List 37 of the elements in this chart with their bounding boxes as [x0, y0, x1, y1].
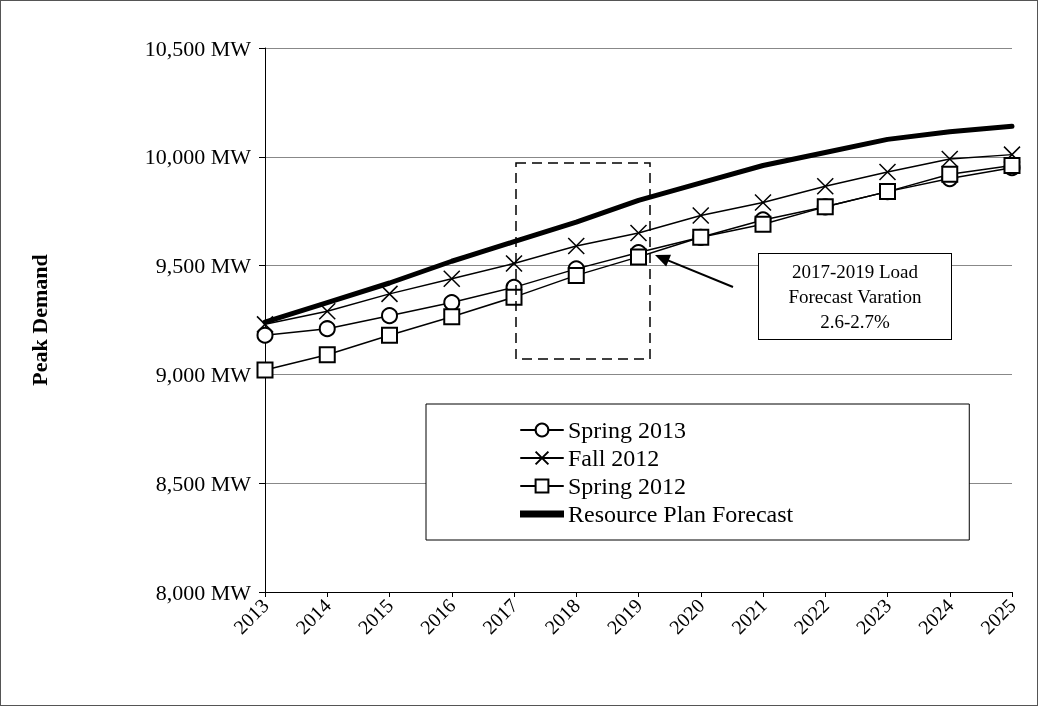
y-tick-label: 8,500 MW [155, 470, 252, 496]
point [443, 308, 461, 326]
point [567, 237, 585, 255]
note-box: 2017-2019 Load Forecast Varation 2.6-2.7% [758, 253, 952, 340]
point [256, 361, 274, 379]
point [256, 326, 274, 344]
y-tick-label: 8,000 MW [155, 579, 252, 605]
point [879, 183, 896, 201]
legend-label: Spring 2012 [568, 473, 687, 499]
point [941, 165, 959, 183]
point [318, 302, 336, 321]
legend-label: Spring 2013 [568, 417, 687, 443]
point [878, 163, 897, 181]
y-axis-title: Peak Demand [26, 254, 52, 386]
y-tick-label: 10,000 MW [144, 144, 252, 170]
point [567, 266, 585, 284]
point [692, 206, 710, 225]
legend-label: Fall 2012 [568, 445, 660, 471]
point [630, 248, 647, 266]
y-tick-label: 9,500 MW [155, 253, 252, 279]
point [941, 150, 959, 168]
point [318, 346, 336, 364]
point [816, 177, 834, 195]
point [505, 254, 523, 273]
point [754, 215, 772, 233]
y-tick-label: 10,500 MW [144, 35, 252, 61]
point [381, 307, 398, 325]
y-tick-label: 9,000 MW [155, 361, 252, 387]
point [629, 224, 648, 242]
point [443, 269, 461, 288]
point [318, 320, 336, 338]
point [256, 315, 274, 334]
point [754, 193, 772, 212]
point [380, 285, 399, 303]
point [381, 326, 398, 344]
point [505, 288, 523, 306]
legend-label: Resource Plan Forecast [568, 501, 794, 527]
